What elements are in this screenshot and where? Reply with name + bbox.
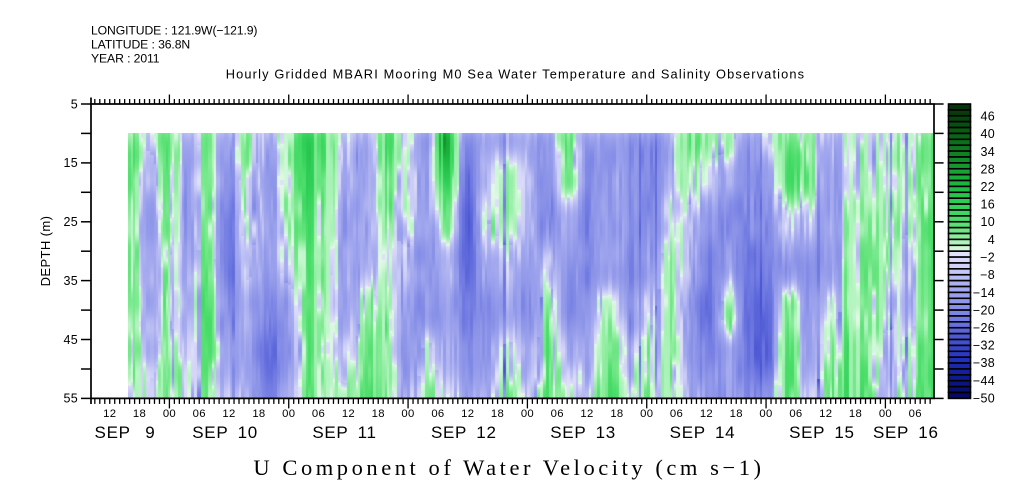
svg-text:06: 06	[909, 408, 922, 420]
svg-text:18: 18	[372, 408, 385, 420]
svg-text:SEP 12: SEP 12	[431, 423, 497, 442]
svg-text:06: 06	[551, 408, 564, 420]
svg-text:SEP 11: SEP 11	[312, 423, 376, 442]
svg-text:YEAR : 2011: YEAR : 2011	[91, 52, 160, 66]
svg-text:SEP 10: SEP 10	[192, 423, 258, 442]
svg-text:12: 12	[819, 408, 832, 420]
svg-text:12: 12	[342, 408, 355, 420]
svg-text:U Component of Water Velocity: U Component of Water Velocity (cm s−1)	[253, 455, 764, 480]
svg-text:06: 06	[193, 408, 206, 420]
svg-text:DEPTH (m): DEPTH (m)	[38, 216, 53, 287]
svg-text:35: 35	[63, 274, 78, 288]
svg-text:06: 06	[670, 408, 683, 420]
svg-text:18: 18	[730, 408, 743, 420]
svg-text:55: 55	[63, 392, 78, 406]
svg-text:12: 12	[461, 408, 474, 420]
svg-text:18: 18	[133, 408, 146, 420]
svg-text:−32: −32	[973, 339, 995, 353]
svg-text:00: 00	[282, 408, 295, 420]
svg-text:18: 18	[610, 408, 623, 420]
svg-text:00: 00	[521, 408, 534, 420]
svg-text:06: 06	[431, 408, 444, 420]
svg-text:00: 00	[759, 408, 772, 420]
svg-text:22: 22	[980, 180, 995, 194]
svg-text:18: 18	[849, 408, 862, 420]
svg-text:06: 06	[312, 408, 325, 420]
svg-text:34: 34	[980, 145, 995, 159]
svg-text:12: 12	[222, 408, 235, 420]
svg-text:LONGITUDE : 121.9W(−121.9): LONGITUDE : 121.9W(−121.9)	[91, 24, 257, 38]
svg-text:SEP 13: SEP 13	[550, 423, 616, 442]
svg-text:45: 45	[63, 333, 78, 347]
svg-text:00: 00	[163, 408, 176, 420]
svg-text:−2: −2	[980, 251, 995, 265]
svg-text:5: 5	[71, 97, 78, 111]
svg-text:−26: −26	[973, 321, 995, 335]
svg-text:SEP 15: SEP 15	[789, 423, 855, 442]
svg-text:−44: −44	[973, 374, 995, 388]
svg-text:Hourly Gridded MBARI Mooring M: Hourly Gridded MBARI Mooring M0 Sea Wate…	[226, 67, 805, 82]
svg-text:−14: −14	[973, 286, 995, 300]
svg-text:−50: −50	[973, 392, 995, 406]
svg-text:SEP 9: SEP 9	[95, 423, 156, 442]
svg-text:12: 12	[580, 408, 593, 420]
svg-text:LATITUDE : 36.8N: LATITUDE : 36.8N	[91, 38, 190, 52]
svg-text:−38: −38	[973, 356, 995, 370]
svg-text:4: 4	[988, 233, 995, 247]
svg-text:25: 25	[63, 215, 78, 229]
svg-text:28: 28	[980, 162, 995, 176]
svg-text:12: 12	[700, 408, 713, 420]
svg-text:40: 40	[980, 127, 995, 141]
svg-text:46: 46	[980, 110, 995, 124]
svg-text:00: 00	[401, 408, 414, 420]
svg-text:−20: −20	[973, 303, 995, 317]
svg-text:SEP 14: SEP 14	[670, 423, 736, 442]
svg-text:−8: −8	[980, 268, 995, 282]
svg-text:16: 16	[980, 198, 995, 212]
svg-text:18: 18	[491, 408, 504, 420]
svg-text:15: 15	[63, 156, 78, 170]
svg-text:SEP 16: SEP 16	[873, 423, 939, 442]
svg-text:06: 06	[789, 408, 802, 420]
svg-text:10: 10	[980, 215, 995, 229]
svg-text:00: 00	[640, 408, 653, 420]
svg-text:18: 18	[252, 408, 265, 420]
svg-text:12: 12	[103, 408, 116, 420]
svg-text:00: 00	[879, 408, 892, 420]
